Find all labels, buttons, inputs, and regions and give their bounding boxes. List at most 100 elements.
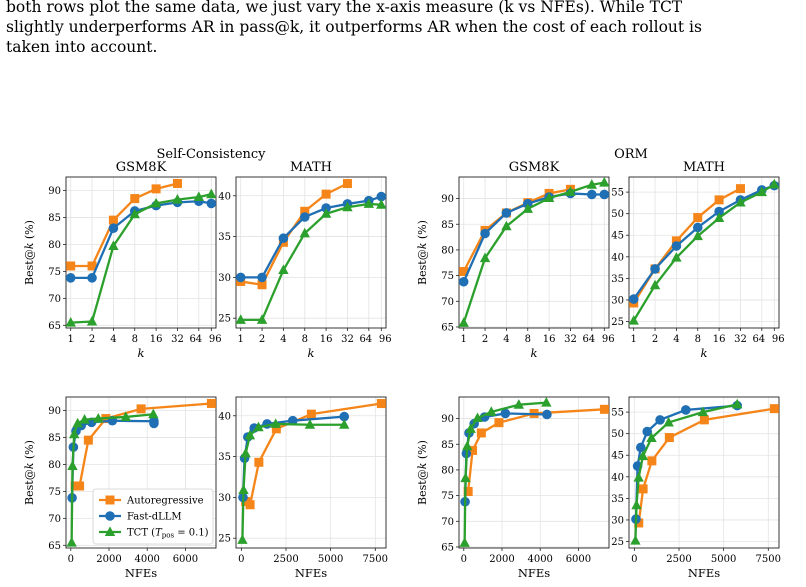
panel-title: MATH <box>290 160 332 175</box>
data-point <box>697 406 709 417</box>
x-tick-label: 4000 <box>134 554 159 565</box>
x-tick-label: 16 <box>713 334 726 345</box>
data-point <box>732 398 743 409</box>
x-axis-label: k <box>138 346 145 360</box>
data-point <box>278 264 289 275</box>
data-point <box>599 177 610 187</box>
x-tick-label: 2 <box>482 334 488 345</box>
x-tick-label: 8 <box>525 334 531 345</box>
x-tick-label: 32 <box>564 334 577 345</box>
x-tick-label: 2 <box>259 334 265 345</box>
data-point <box>599 404 609 414</box>
y-tick-label: 55 <box>611 408 624 419</box>
data-point <box>257 280 267 290</box>
x-tick-label: 7500 <box>363 554 388 565</box>
data-point <box>72 417 83 428</box>
data-point <box>304 419 316 429</box>
data-point <box>472 412 483 423</box>
data-point <box>500 408 511 419</box>
x-tick-label: 4 <box>110 334 116 345</box>
data-point <box>376 199 387 209</box>
plot-frame <box>628 396 780 549</box>
data-point <box>680 405 691 415</box>
data-point <box>339 419 350 429</box>
data-point <box>257 272 267 283</box>
x-tick-label: 64 <box>359 334 372 345</box>
data-point <box>363 198 375 208</box>
legend-box <box>92 488 214 545</box>
data-point <box>663 416 674 427</box>
x-axis-label: k <box>308 346 315 360</box>
data-point <box>299 227 310 238</box>
legend-marker <box>104 526 116 536</box>
data-point <box>671 236 681 246</box>
data-point <box>769 178 780 189</box>
x-tick-label: 96 <box>772 334 785 345</box>
data-point <box>278 233 289 244</box>
data-point <box>501 208 512 218</box>
y-tick-label: 80 <box>48 240 61 251</box>
data-point <box>240 447 251 458</box>
data-point <box>501 220 512 231</box>
y-tick-label: 45 <box>611 231 624 242</box>
y-tick-label: 80 <box>48 460 61 471</box>
x-tick-label: 0 <box>68 554 74 565</box>
y-tick-label: 30 <box>611 515 624 526</box>
data-point <box>735 196 746 207</box>
data-point <box>108 240 119 251</box>
data-point <box>631 499 642 510</box>
data-point <box>206 188 217 199</box>
y-tick-label: 40 <box>611 252 624 263</box>
plot-frame <box>65 176 217 329</box>
y-tick-label: 40 <box>218 411 231 422</box>
y-tick-label: 40 <box>611 472 624 483</box>
data-point <box>67 460 78 471</box>
y-tick-label: 75 <box>441 491 454 502</box>
y-tick-label: 35 <box>218 452 231 463</box>
data-point <box>476 428 486 438</box>
y-tick-label: 65 <box>48 321 61 332</box>
data-point <box>342 201 353 212</box>
y-tick-label: 90 <box>441 194 454 205</box>
x-tick-label: 16 <box>150 334 163 345</box>
data-point <box>79 414 90 424</box>
x-tick-label: 1 <box>68 334 74 345</box>
plot-frame <box>458 176 610 329</box>
y-tick-label: 45 <box>611 451 624 462</box>
data-point <box>465 423 476 433</box>
x-tick-label: 2 <box>652 334 658 345</box>
x-tick-label: 1 <box>461 334 467 345</box>
y-tick-label: 65 <box>441 322 454 333</box>
series-line <box>70 193 212 324</box>
data-point <box>486 406 497 416</box>
x-axis-label: NFEs <box>688 566 720 580</box>
series-line <box>462 188 571 273</box>
x-tick-label: 4 <box>673 334 679 345</box>
data-point <box>649 279 661 290</box>
plot-frame <box>235 396 387 549</box>
data-point <box>206 398 216 408</box>
chart-panel: 65 70 75 80 85 90 0 2000 4000 6000 NFEs Best@k (%) <box>23 396 217 580</box>
y-tick-label: 35 <box>611 494 624 505</box>
data-point <box>321 189 331 199</box>
data-point <box>756 186 768 197</box>
data-point <box>136 404 146 414</box>
data-point <box>238 484 249 495</box>
data-point <box>769 404 779 414</box>
data-point <box>459 267 469 277</box>
y-tick-label: 70 <box>441 297 454 308</box>
y-tick-label: 90 <box>48 186 61 197</box>
x-tick-label: 32 <box>341 334 354 345</box>
y-tick-label: 25 <box>611 537 624 548</box>
data-point <box>647 456 657 466</box>
data-point <box>513 399 525 409</box>
series-line <box>70 182 178 268</box>
data-point <box>458 276 469 287</box>
y-tick-label: 70 <box>48 514 61 525</box>
y-axis-label: Best@k (%) <box>416 220 429 285</box>
figure-caption: both rows plot the same data, we just va… <box>6 0 801 57</box>
y-tick-label: 25 <box>218 534 231 545</box>
x-tick-label: 4 <box>280 334 286 345</box>
x-axis-label: k <box>531 346 538 360</box>
data-point <box>458 317 469 327</box>
